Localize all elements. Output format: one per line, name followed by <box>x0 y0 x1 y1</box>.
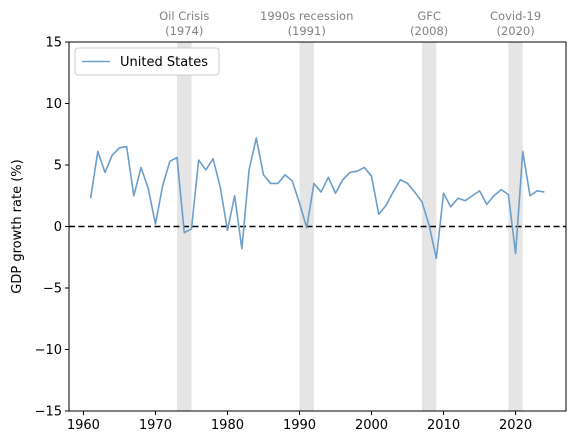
event-label-1: 1990s recession <box>260 9 353 23</box>
series-line-united-states <box>89 137 545 260</box>
x-tick-label-6: 2020 <box>499 418 532 433</box>
event-year-0: (1974) <box>165 24 203 38</box>
x-axis-ticks: 1960 1970 1980 1990 2000 2010 2020 <box>67 411 532 433</box>
y-tick-label-1: −10 <box>35 343 62 358</box>
event-label-2: GFC <box>417 9 441 23</box>
event-label-3: Covid-19 <box>490 9 541 23</box>
y-axis-ticks: −15 −10 −5 0 5 10 15 <box>35 36 69 420</box>
event-year-2: (2008) <box>410 24 448 38</box>
x-tick-label-0: 1960 <box>67 418 100 433</box>
x-tick-label-5: 2010 <box>427 418 460 433</box>
x-tick-label-1: 1970 <box>139 418 172 433</box>
legend-label-united-states: United States <box>120 55 208 70</box>
y-tick-label-2: −5 <box>43 282 62 297</box>
y-tick-label-0: −15 <box>35 405 62 420</box>
event-label-0: Oil Crisis <box>159 9 209 23</box>
x-tick-label-2: 1980 <box>211 418 244 433</box>
x-tick-label-3: 1990 <box>283 418 316 433</box>
x-tick-label-4: 2000 <box>355 418 388 433</box>
y-tick-label-3: 0 <box>54 220 62 235</box>
event-year-3: (2020) <box>496 24 534 38</box>
y-tick-label-4: 5 <box>54 159 62 174</box>
y-tick-label-5: 10 <box>45 97 62 112</box>
legend: United States <box>74 47 220 76</box>
y-tick-label-6: 15 <box>45 36 62 51</box>
y-axis-title: GDP growth rate (%) <box>10 159 25 293</box>
event-year-1: (1991) <box>288 24 326 38</box>
event-labels: Oil Crisis(1974) 1990s recession(1991) GFC… <box>159 9 541 38</box>
legend-box <box>74 47 220 76</box>
